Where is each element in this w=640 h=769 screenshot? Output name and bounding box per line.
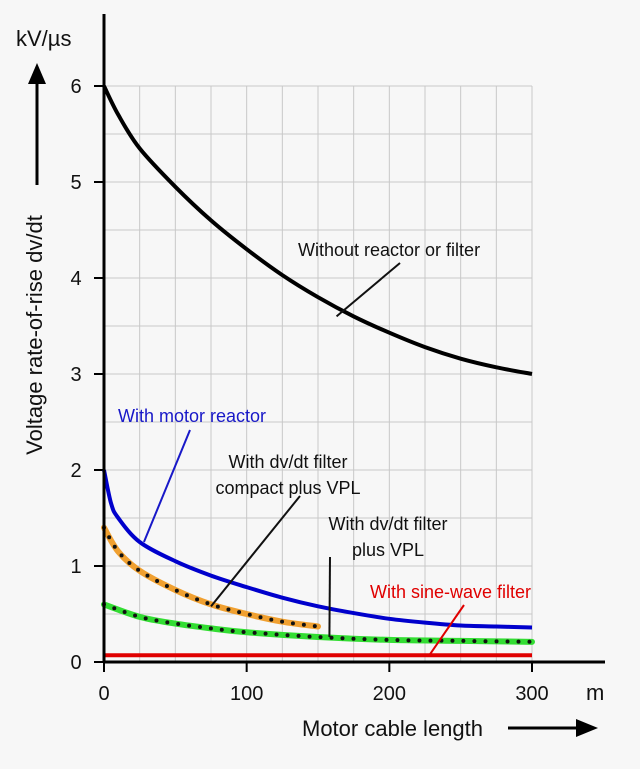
y-tick-label: 6 xyxy=(70,76,81,98)
series-with-dv-dt-filter-compact-plus-vpl-band xyxy=(101,524,321,630)
y-tick-label: 3 xyxy=(70,364,81,386)
y-tick-label: 0 xyxy=(70,652,81,674)
grid xyxy=(104,85,533,662)
x-arrow-head xyxy=(576,719,598,737)
y-unit-label: kV/µs xyxy=(16,26,71,51)
ticks: 0 1 2 3 4 5 6 0 100 200 300 xyxy=(70,76,548,705)
annotation-leader-line xyxy=(143,429,191,543)
y-axis-label: Voltage rate-of-rise dv/dt xyxy=(22,215,47,455)
annotation-label: With dv/dt filter xyxy=(228,452,347,472)
annotation-label: plus VPL xyxy=(352,540,424,560)
y-tick-label: 5 xyxy=(70,172,81,194)
annotation-label: With dv/dt filter xyxy=(328,514,447,534)
y-tick-label: 4 xyxy=(70,268,81,290)
x-unit-label: m xyxy=(586,680,604,705)
annotation-leader-line xyxy=(428,604,465,656)
y-tick-label: 1 xyxy=(70,556,81,578)
annotation-leader-line xyxy=(335,262,401,318)
annotation-leader-line xyxy=(328,556,331,638)
annotations: Without reactor or filter With motor reac… xyxy=(118,240,531,656)
annotation-leader-line xyxy=(210,495,301,607)
x-tick-label: 0 xyxy=(98,683,109,705)
series-with-dv-dt-filter-plus-vpl-dots xyxy=(102,602,534,644)
series-without-reactor-or-filter-line xyxy=(102,85,533,376)
y-tick-label: 2 xyxy=(70,460,81,482)
annotation-label: compact plus VPL xyxy=(215,478,360,498)
x-axis-label: Motor cable length xyxy=(302,716,483,741)
annotation-label: Without reactor or filter xyxy=(298,240,480,260)
x-tick-label: 100 xyxy=(230,683,263,705)
y-arrow-head xyxy=(28,63,46,84)
annotation-label: With sine-wave filter xyxy=(370,582,531,602)
x-tick-label: 200 xyxy=(373,683,406,705)
annotation-label: With motor reactor xyxy=(118,406,266,426)
x-tick-label: 300 xyxy=(515,683,548,705)
